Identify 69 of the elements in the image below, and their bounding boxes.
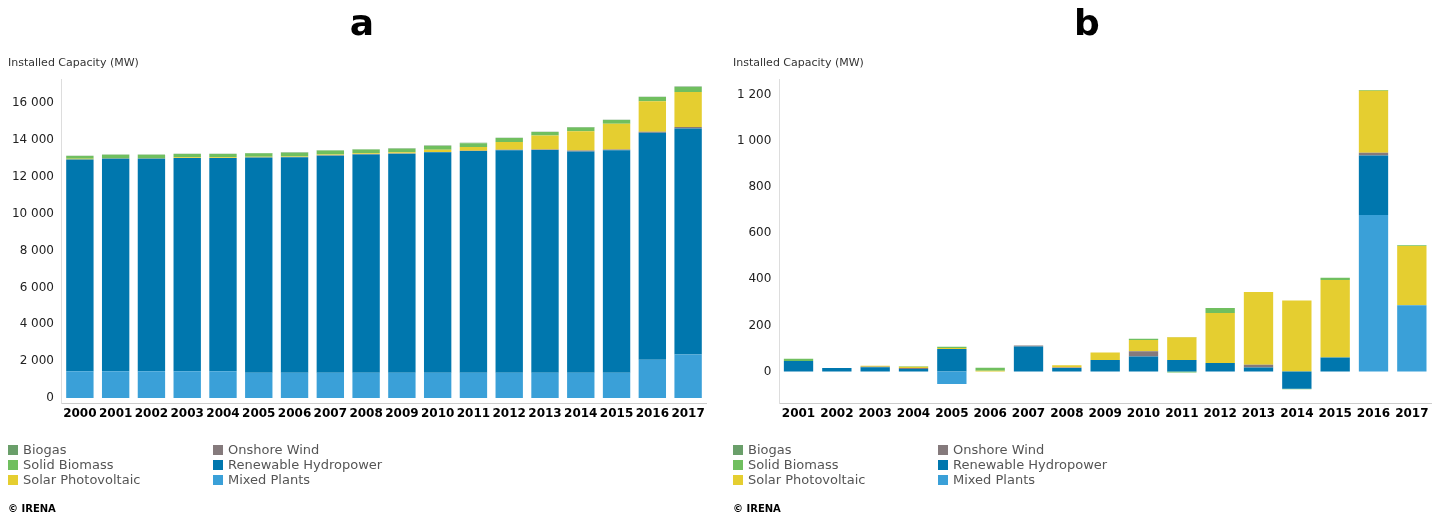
chart-title: a <box>348 2 376 43</box>
text: © IRENA <box>733 503 781 514</box>
legend-label: Solid Biomass <box>747 457 840 472</box>
x-tick-label: 2008 <box>1050 405 1084 420</box>
x-tick-label: 2013 <box>528 405 562 420</box>
x-tick-label: 2005 <box>242 405 276 420</box>
legend-label: Solar Photovoltaic <box>22 472 142 487</box>
y-tick-label: 1 200 <box>736 87 772 102</box>
y-tick-label: 4 000 <box>19 316 54 331</box>
y-tick-label: 10 000 <box>11 205 54 220</box>
x-tick-label: 2012 <box>492 405 526 420</box>
x-tick-label: 2007 <box>1011 405 1046 420</box>
y-tick-label: 800 <box>748 179 772 194</box>
x-tick-label: 2010 <box>420 405 455 420</box>
legend-label: Mixed Plants <box>227 472 312 487</box>
y-tick-label: 6 000 <box>19 279 54 294</box>
y-tick-label: 0 <box>46 390 54 405</box>
x-tick-label: 2014 <box>1280 405 1314 420</box>
y-tick-label: 1 000 <box>736 133 772 148</box>
x-tick-label: 2003 <box>858 405 892 420</box>
x-tick-label: 2004 <box>896 405 931 420</box>
x-tick-label: 2013 <box>1241 405 1276 420</box>
y-tick-label: 8 000 <box>19 242 54 257</box>
x-tick-label: 2009 <box>1088 405 1122 420</box>
x-tick-label: 2006 <box>277 405 312 420</box>
x-tick-label: 2008 <box>349 405 383 420</box>
x-tick-label: 2006 <box>973 405 1007 420</box>
y-tick-label: 12 000 <box>11 169 54 184</box>
x-tick-label: 2015 <box>599 405 634 420</box>
legend-label: Onshore Wind <box>227 442 321 457</box>
y-tick-label: 16 000 <box>11 95 54 110</box>
x-tick-label: 2005 <box>935 405 969 420</box>
x-tick-label: 2015 <box>1318 405 1352 420</box>
legend-label: Renewable Hydropower <box>227 457 384 472</box>
x-tick-label: 2010 <box>1126 405 1161 420</box>
x-tick-label: 2004 <box>206 405 240 420</box>
legend-label: Solid Biomass <box>22 457 115 472</box>
x-tick-label: 2001 <box>98 405 133 420</box>
legend-label: Renewable Hydropower <box>952 457 1109 472</box>
legend-label: Biogas <box>747 442 793 457</box>
y-tick-label: 2 000 <box>19 353 54 368</box>
x-tick-label: 2016 <box>1356 405 1391 420</box>
x-tick-label: 2016 <box>635 405 670 420</box>
y-axis-title: Installed Capacity (MW) <box>733 56 864 69</box>
legend-label: Mixed Plants <box>952 472 1037 487</box>
x-tick-label: 2017 <box>671 405 705 420</box>
x-tick-label: 2017 <box>1395 405 1429 420</box>
x-tick-label: 2011 <box>1165 405 1199 420</box>
text: © IRENA <box>8 503 56 514</box>
y-tick-label: 400 <box>748 271 772 286</box>
y-tick-label: 0 <box>763 363 772 378</box>
y-tick-label: 600 <box>748 225 772 240</box>
x-tick-label: 2001 <box>781 405 816 420</box>
x-tick-label: 2014 <box>564 405 598 420</box>
legend-label: Onshore Wind <box>952 442 1046 457</box>
x-tick-label: 2002 <box>820 405 854 420</box>
x-tick-label: 2012 <box>1203 405 1237 420</box>
y-axis-title: Installed Capacity (MW) <box>8 56 139 69</box>
x-tick-label: 2011 <box>456 405 491 420</box>
x-tick-label: 2000 <box>63 405 97 420</box>
chart-title: b <box>1073 2 1101 43</box>
x-tick-label: 2003 <box>170 405 204 420</box>
y-tick-label: 14 000 <box>11 132 54 147</box>
legend-label: Solar Photovoltaic <box>747 472 867 487</box>
x-tick-label: 2009 <box>385 405 419 420</box>
x-tick-label: 2002 <box>134 405 169 420</box>
x-tick-label: 2007 <box>313 405 348 420</box>
legend-label: Biogas <box>22 442 68 457</box>
y-tick-label: 200 <box>748 317 772 332</box>
